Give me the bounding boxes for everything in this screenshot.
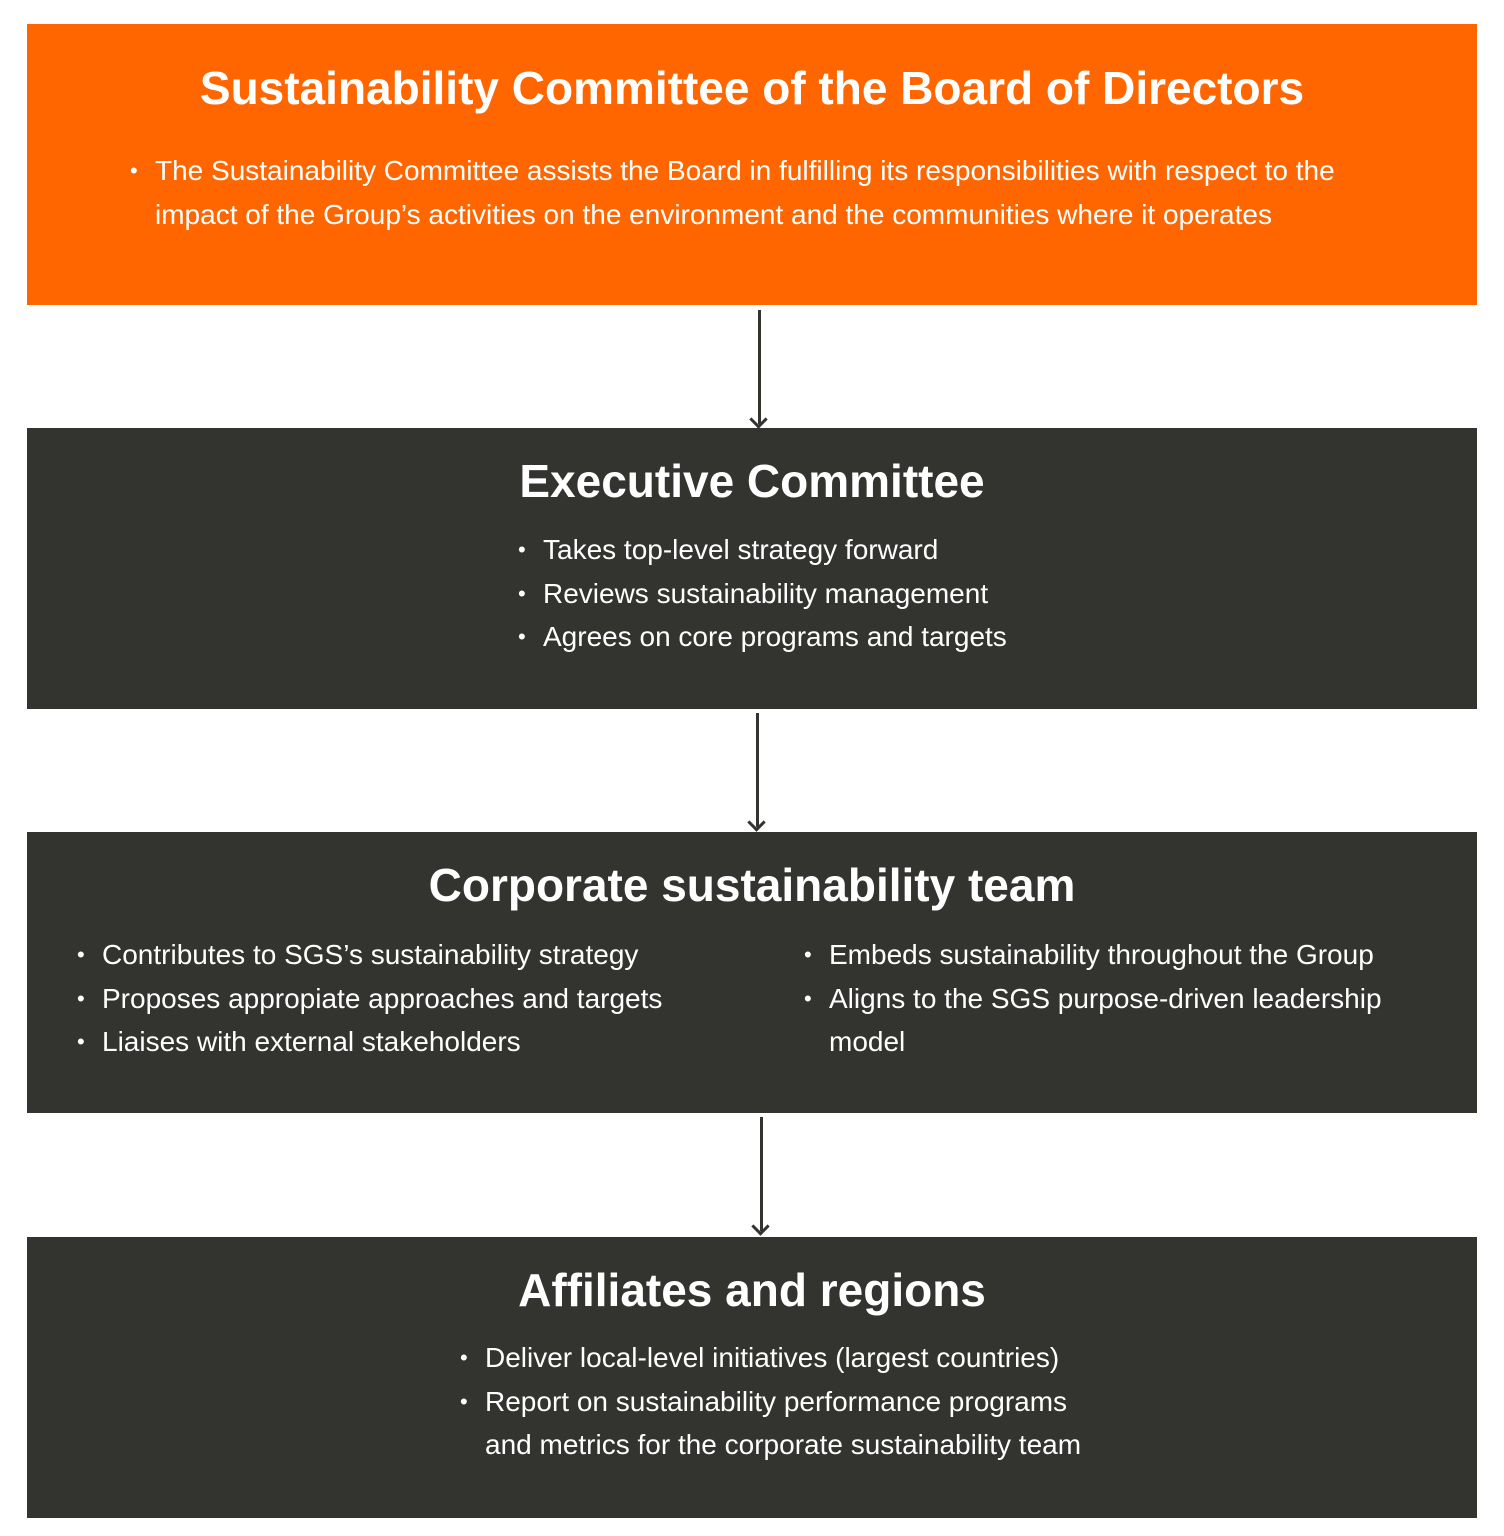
affiliates-box: Affiliates and regions Deliver local-lev…: [27, 1237, 1477, 1518]
executive-committee-title: Executive Committee: [519, 455, 985, 507]
list-item: Takes top-level strategy forward: [518, 528, 1007, 572]
list-item: Aligns to the SGS purpose-driven leaders…: [804, 977, 1424, 1064]
list-item: Report on sustainability performance pro…: [460, 1380, 1120, 1467]
board-committee-bullets: The Sustainability Committee assists the…: [130, 149, 1390, 236]
affiliates-title: Affiliates and regions: [518, 1264, 986, 1316]
list-item: Deliver local-level initiatives (largest…: [460, 1336, 1120, 1380]
arrow-down-icon: [756, 713, 759, 827]
arrow-down-icon: [760, 1117, 763, 1231]
list-item: Embeds sustainability throughout the Gro…: [804, 933, 1424, 977]
executive-committee-box: Executive Committee Takes top-level stra…: [27, 428, 1477, 709]
board-committee-title: Sustainability Committee of the Board of…: [199, 62, 1305, 114]
list-item: Contributes to SGS’s sustainability stra…: [77, 933, 757, 977]
board-committee-box: Sustainability Committee of the Board of…: [27, 24, 1477, 305]
list-item: Agrees on core programs and targets: [518, 615, 1007, 659]
list-item: Proposes appropiate approaches and targe…: [77, 977, 757, 1021]
corporate-team-box: Corporate sustainability team Contribute…: [27, 832, 1477, 1113]
arrow-down-icon: [758, 310, 761, 424]
corporate-team-bullets-right: Embeds sustainability throughout the Gro…: [804, 933, 1424, 1064]
corporate-team-title: Corporate sustainability team: [428, 859, 1076, 911]
corporate-team-bullets-left: Contributes to SGS’s sustainability stra…: [77, 933, 757, 1064]
executive-committee-bullets: Takes top-level strategy forward Reviews…: [518, 528, 1007, 659]
list-item: Reviews sustainability management: [518, 572, 1007, 616]
list-item: Liaises with external stakeholders: [77, 1020, 757, 1064]
list-item: The Sustainability Committee assists the…: [130, 149, 1390, 236]
affiliates-bullets: Deliver local-level initiatives (largest…: [460, 1336, 1120, 1467]
